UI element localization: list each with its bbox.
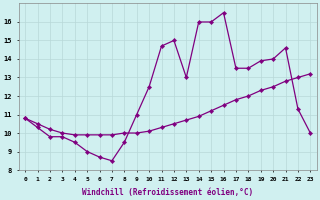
X-axis label: Windchill (Refroidissement éolien,°C): Windchill (Refroidissement éolien,°C) (82, 188, 253, 197)
